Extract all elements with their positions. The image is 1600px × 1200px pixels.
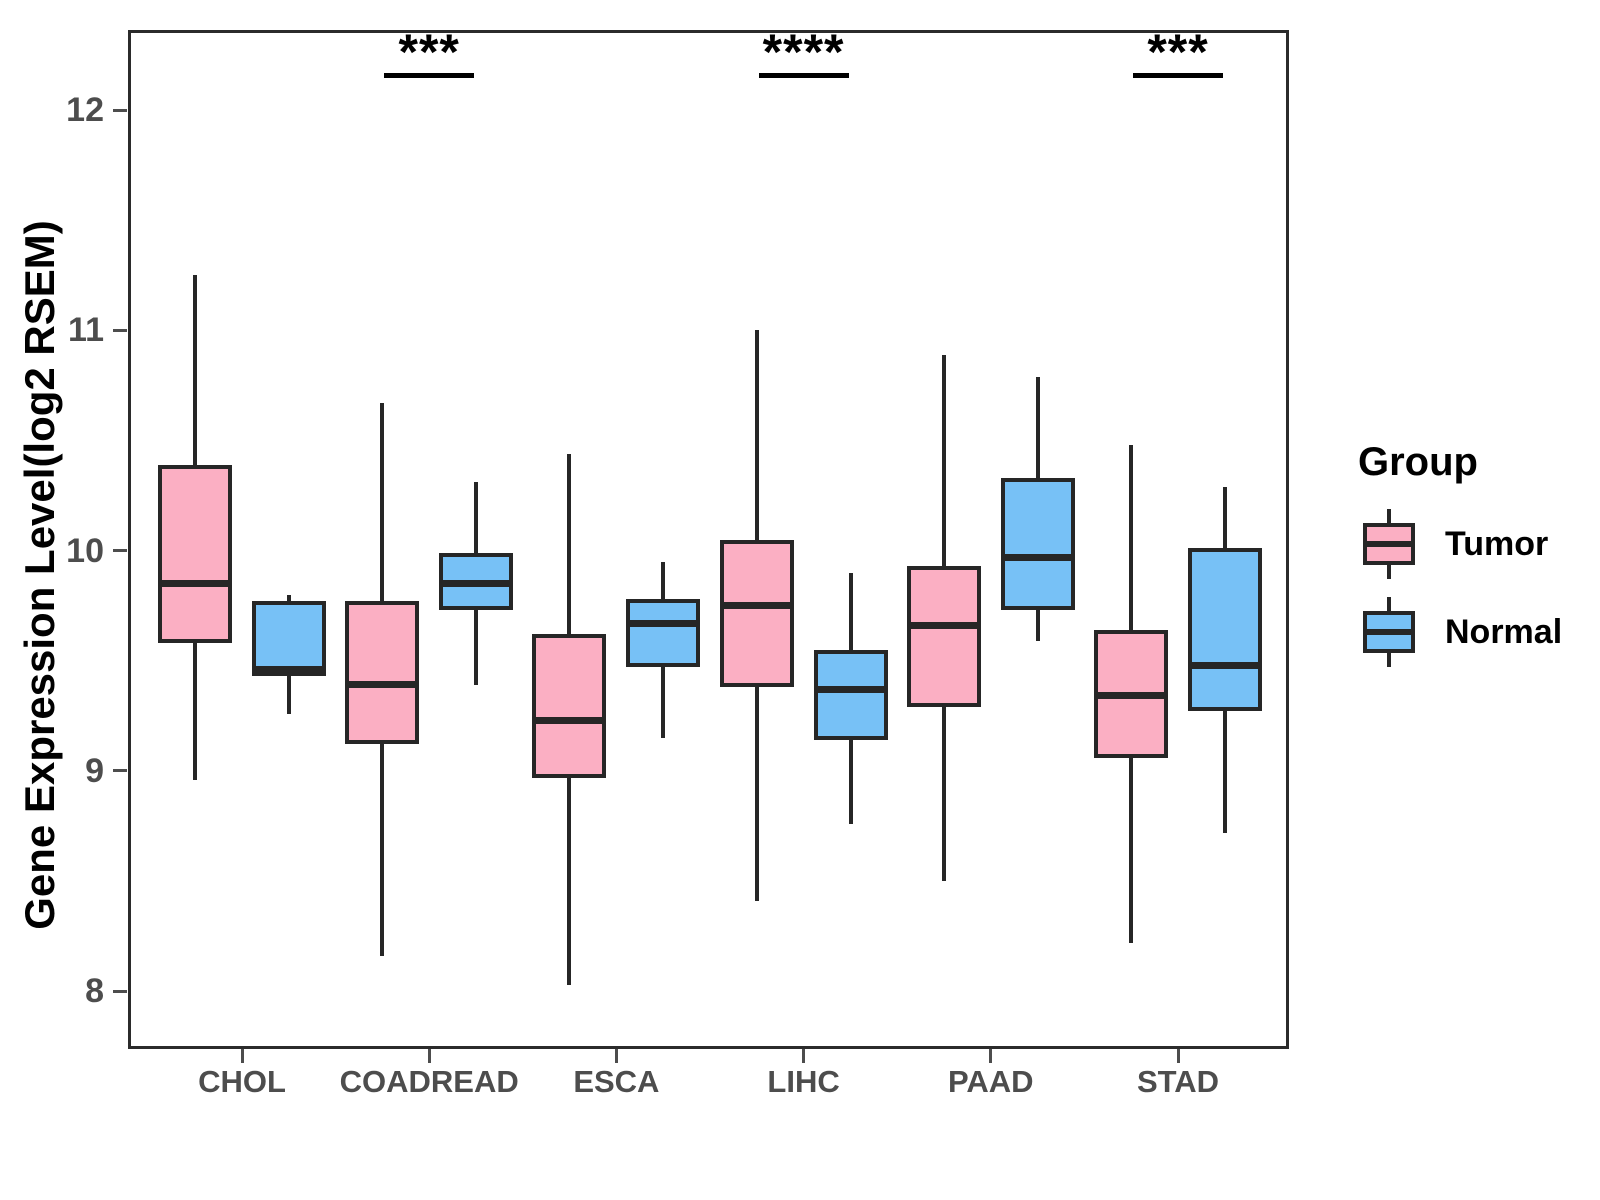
median-normal-PAAD xyxy=(1002,553,1073,561)
y-axis-tick-label: 10 xyxy=(66,531,104,570)
significance-stars-COADREAD: *** xyxy=(398,24,460,80)
whisker-lower-tumor-COADREAD xyxy=(380,744,385,956)
legend-label-tumor: Tumor xyxy=(1445,524,1549,563)
x-axis-tick-label: COADREAD xyxy=(339,1064,519,1099)
y-axis-tick xyxy=(113,328,127,332)
whisker-lower-normal-ESCA xyxy=(661,667,666,738)
x-axis-tick xyxy=(989,1049,993,1063)
y-axis-tick xyxy=(113,989,127,993)
y-axis-tick-label: 12 xyxy=(66,91,104,129)
whisker-lower-normal-CHOL xyxy=(287,676,291,714)
median-normal-LIHC xyxy=(815,685,886,693)
x-axis-tick xyxy=(802,1049,806,1063)
x-axis-tick-label: STAD xyxy=(1136,1064,1220,1099)
significance-stars-STAD: *** xyxy=(1147,24,1209,80)
y-axis-tick-label: 9 xyxy=(85,751,104,790)
median-tumor-STAD xyxy=(1096,692,1166,700)
y-axis-tick-label: 11 xyxy=(68,311,104,350)
whisker-lower-tumor-LIHC xyxy=(754,687,759,901)
legend-title: Group xyxy=(1358,440,1478,484)
box-normal-ESCA xyxy=(626,599,701,668)
x-axis-tick xyxy=(427,1049,431,1063)
median-normal-COADREAD xyxy=(441,580,512,588)
x-axis-tick xyxy=(614,1049,618,1063)
key-whisker-top xyxy=(1387,509,1391,523)
whisker-upper-tumor-LIHC xyxy=(754,330,759,540)
box-tumor-LIHC xyxy=(719,539,794,688)
y-axis-tick-label: 8 xyxy=(85,972,104,1011)
x-axis-tick xyxy=(1176,1049,1180,1063)
x-axis-tick xyxy=(240,1049,244,1063)
legend: Group Tumor Normal xyxy=(1330,440,1590,685)
median-tumor-LIHC xyxy=(721,602,792,610)
whisker-upper-normal-PAAD xyxy=(1035,376,1040,478)
x-axis-tick-label: CHOL xyxy=(198,1064,286,1099)
key-whisker-bottom xyxy=(1387,653,1391,667)
box-tumor-PAAD xyxy=(906,566,981,707)
plot-panel xyxy=(128,30,1289,1049)
whisker-lower-normal-STAD xyxy=(1223,711,1227,833)
box-normal-LIHC xyxy=(813,649,888,741)
whisker-upper-tumor-COADREAD xyxy=(380,402,385,602)
whisker-upper-tumor-PAAD xyxy=(941,354,946,567)
y-axis-tick xyxy=(113,108,127,112)
significance-line-COADREAD xyxy=(384,73,475,78)
legend-item-tumor: Tumor xyxy=(1330,509,1590,579)
significance-stars-LIHC: **** xyxy=(762,24,845,80)
whisker-lower-normal-COADREAD xyxy=(474,610,479,685)
y-axis-tick xyxy=(113,549,127,553)
whisker-lower-tumor-STAD xyxy=(1129,757,1133,943)
box-tumor-ESCA xyxy=(532,634,607,778)
whisker-upper-tumor-CHOL xyxy=(193,275,197,465)
x-axis-tick-label: ESCA xyxy=(573,1064,660,1099)
key-whisker-top xyxy=(1387,597,1391,611)
median-tumor-ESCA xyxy=(534,716,605,724)
boxplot-key-icon xyxy=(1363,597,1415,667)
boxplot-key-icon xyxy=(1363,509,1415,579)
whisker-upper-normal-COADREAD xyxy=(474,482,479,553)
significance-line-LIHC xyxy=(758,73,849,78)
x-axis-tick-label: LIHC xyxy=(767,1064,840,1099)
y-axis-tick xyxy=(113,769,127,773)
median-normal-ESCA xyxy=(628,619,699,627)
whisker-upper-normal-STAD xyxy=(1223,486,1227,549)
whisker-upper-tumor-STAD xyxy=(1129,444,1133,630)
key-whisker-bottom xyxy=(1387,565,1391,579)
x-axis-tick-label: PAAD xyxy=(948,1064,1034,1099)
whisker-lower-normal-PAAD xyxy=(1035,610,1040,641)
whisker-upper-tumor-ESCA xyxy=(567,453,572,635)
legend-item-normal: Normal xyxy=(1330,597,1590,667)
box-normal-STAD xyxy=(1188,548,1262,712)
box-tumor-CHOL xyxy=(158,464,232,644)
box-normal-PAAD xyxy=(1000,477,1075,611)
key-median xyxy=(1363,541,1415,547)
whisker-upper-normal-LIHC xyxy=(848,572,853,650)
whisker-upper-normal-ESCA xyxy=(661,561,666,600)
median-tumor-COADREAD xyxy=(347,681,418,689)
legend-label-normal: Normal xyxy=(1445,612,1563,651)
whisker-lower-tumor-ESCA xyxy=(567,777,572,985)
box-tumor-COADREAD xyxy=(345,601,420,745)
whisker-lower-tumor-PAAD xyxy=(941,707,946,882)
whisker-lower-normal-LIHC xyxy=(848,740,853,824)
significance-line-STAD xyxy=(1133,73,1223,78)
whisker-upper-normal-CHOL xyxy=(287,594,291,602)
median-tumor-CHOL xyxy=(160,580,230,588)
box-normal-CHOL xyxy=(252,601,326,677)
median-normal-STAD xyxy=(1190,661,1260,669)
key-median xyxy=(1363,629,1415,635)
median-tumor-PAAD xyxy=(908,622,979,629)
median-normal-CHOL xyxy=(254,666,324,674)
whisker-lower-tumor-CHOL xyxy=(193,643,197,780)
